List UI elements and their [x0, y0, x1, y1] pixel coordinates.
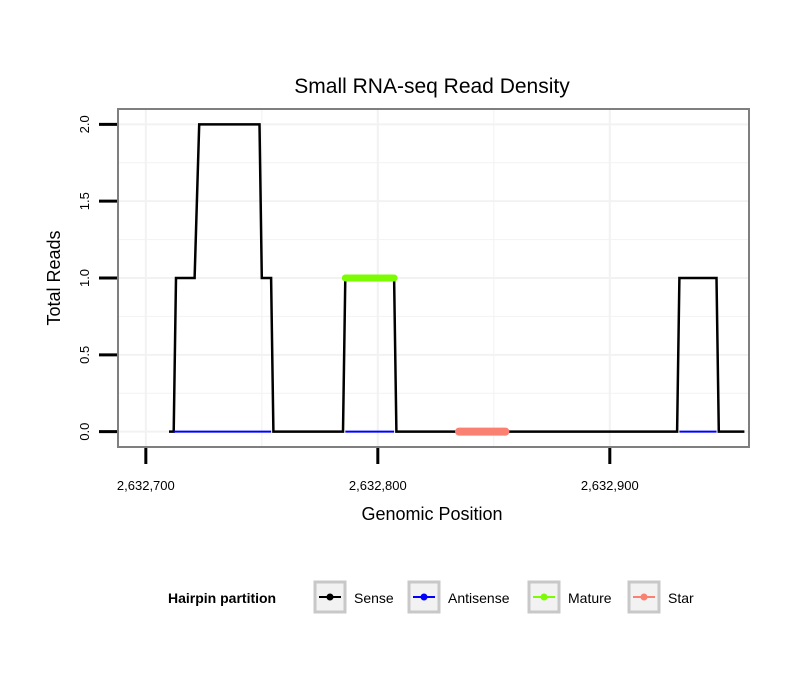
x-tick-marks — [144, 447, 612, 464]
legend-key-dot — [540, 593, 548, 601]
legend-label: Mature — [568, 590, 612, 606]
y-tick-label: 2.0 — [77, 115, 92, 133]
legend-title: Hairpin partition — [168, 590, 276, 606]
y-tick-label: 0.5 — [77, 346, 92, 364]
x-tick-label: 2,632,900 — [581, 478, 639, 493]
y-tick-label: 1.5 — [77, 192, 92, 210]
legend-item-sense: Sense — [313, 580, 394, 614]
series-sense-line — [169, 123, 745, 433]
x-tick-label: 2,632,700 — [117, 478, 175, 493]
legend-key-dot — [640, 593, 648, 601]
x-axis-label: Genomic Position — [361, 504, 502, 524]
legend-label: Antisense — [448, 590, 510, 606]
legend-item-antisense: Antisense — [407, 580, 510, 614]
chart-title: Small RNA-seq Read Density — [294, 75, 570, 98]
legend: Hairpin partition Sense Antisense Mature St… — [168, 580, 694, 614]
x-tick-labels: 2,632,700 2,632,800 2,632,900 — [117, 478, 639, 493]
grid-lines — [118, 109, 749, 447]
y-tick-labels: 0.0 0.5 1.0 1.5 2.0 — [77, 115, 92, 440]
legend-label: Star — [668, 590, 694, 606]
legend-key-dot — [420, 593, 428, 601]
legend-item-star: Star — [627, 580, 694, 614]
x-tick-label: 2,632,800 — [349, 478, 407, 493]
y-tick-marks — [99, 122, 118, 434]
legend-key-dot — [326, 593, 334, 601]
y-tick-label: 0.0 — [77, 423, 92, 441]
legend-item-mature: Mature — [527, 580, 612, 614]
y-tick-label: 1.0 — [77, 269, 92, 287]
legend-key-box — [527, 580, 561, 614]
series-layer — [169, 123, 745, 436]
legend-label: Sense — [354, 590, 394, 606]
y-axis-label: Total Reads — [44, 230, 64, 325]
plot-panel-border — [117, 108, 750, 448]
